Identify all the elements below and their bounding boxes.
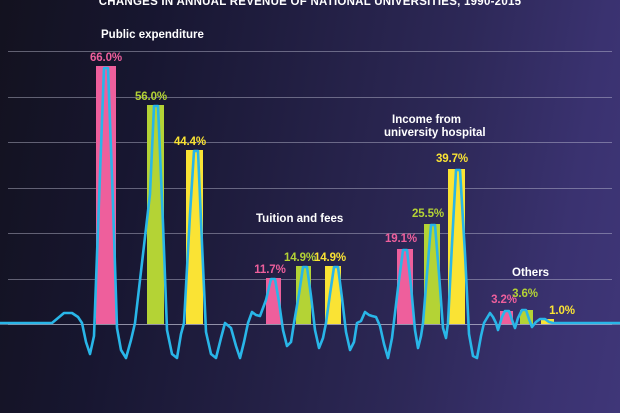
bar-value-label: 56.0% <box>134 91 168 103</box>
bar-value-label: 3.2% <box>491 294 517 306</box>
bar-value-label: 25.5% <box>411 208 445 220</box>
group-label: university hospital <box>384 127 486 139</box>
group-label: Tuition and fees <box>256 213 344 225</box>
gridline <box>8 142 612 143</box>
plot-area: 66.0% 56.0% 44.4% 11.7% 14.9% 14.9% 19.1% 25.5%… <box>0 29 620 360</box>
bar-value-label: 44.4% <box>173 136 207 148</box>
bar-value-label: 3.6% <box>512 288 538 300</box>
gridline <box>8 51 612 52</box>
group-label: Others <box>512 267 550 279</box>
bar-value-label: 14.9% <box>313 252 347 264</box>
bar-value-label: 14.9% <box>283 252 317 264</box>
group-label: Income from <box>392 114 462 126</box>
bar-value-label: 1.0% <box>549 305 575 317</box>
bar-value-label: 19.1% <box>384 233 418 245</box>
bar-value-label: 66.0% <box>89 52 123 64</box>
chart-footer: 1990 2004 2015 Note: Public expenditure … <box>0 372 620 413</box>
chart-title: CHANGES IN ANNUAL REVENUE OF NATIONAL UN… <box>98 0 522 8</box>
group-label: Public expenditure <box>101 29 204 41</box>
bar-value-label: 11.7% <box>254 264 286 276</box>
gridline <box>8 96 612 98</box>
bar <box>448 169 465 324</box>
gridline <box>8 233 612 234</box>
bar-value-label: 39.7% <box>435 153 469 165</box>
gridline <box>8 187 612 189</box>
baseline <box>0 324 620 325</box>
ecg-overlay-line <box>0 66 620 360</box>
gridline <box>8 324 612 325</box>
